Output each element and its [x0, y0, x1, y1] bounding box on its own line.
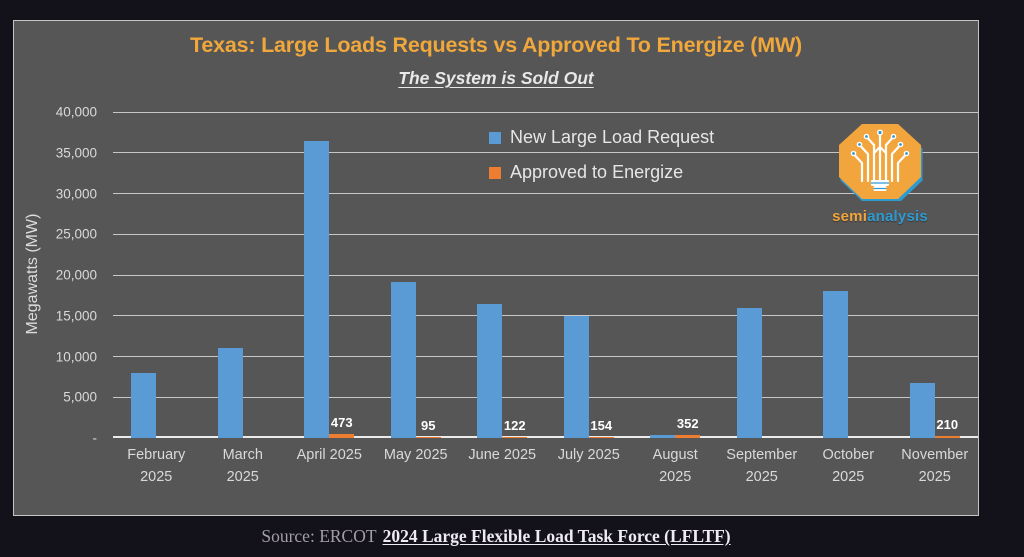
source-link[interactable]: 2024 Large Flexible Load Task Force (LFL… — [382, 526, 731, 546]
legend-item-new-large-load-request: New Large Load Request — [489, 127, 714, 148]
bar-value-label: 210 — [936, 417, 959, 433]
logo-text-semi: semi — [832, 208, 868, 225]
x-axis-label-line: 2025 — [140, 468, 173, 485]
gridline — [113, 193, 978, 194]
bar-new-large-load-request — [477, 303, 503, 438]
legend-swatch-icon — [489, 166, 501, 179]
bar-approved-to-energize — [675, 435, 701, 438]
bar-approved-to-energize — [588, 436, 614, 438]
legend-swatch-icon — [489, 131, 501, 144]
x-axis-label: November 2025 — [882, 445, 989, 489]
bar-new-large-load-request — [217, 348, 243, 438]
y-axis-ticks: - 5,000 10,000 15,000 20,000 25,000 30,000 35,0… — [14, 105, 97, 446]
bar-new-large-load-request — [736, 307, 762, 438]
legend-label: Approved to Energize — [510, 162, 684, 182]
bar-value-label: 473 — [330, 415, 353, 431]
x-axis-label: February 2025 — [103, 445, 210, 489]
chart-card: Texas: Large Loads Requests vs Approved … — [13, 20, 979, 516]
x-axis-label: August 2025 — [622, 445, 729, 489]
x-axis-label-line: November — [901, 447, 969, 463]
bar-new-large-load-request — [650, 434, 676, 438]
y-tick-label: 5,000 — [63, 389, 97, 405]
x-axis-label-line: 2025 — [745, 468, 778, 485]
y-tick-label: 40,000 — [55, 104, 97, 120]
gridline — [113, 356, 978, 357]
x-axis-label-line: 2025 — [659, 468, 692, 485]
x-axis-label-line: October — [822, 447, 875, 463]
x-axis-label: April 2025 — [276, 445, 383, 467]
gridline — [113, 315, 978, 317]
chart-title: Texas: Large Loads Requests vs Approved … — [189, 33, 803, 57]
y-tick-label: 30,000 — [55, 186, 97, 201]
y-tick-label: 20,000 — [55, 267, 97, 283]
x-axis-label-line: March — [222, 447, 263, 463]
legend: New Large Load Request Approved to Energi… — [489, 127, 714, 197]
x-axis-label-line: February — [127, 447, 186, 463]
x-axis-label-line: June 2025 — [468, 447, 537, 463]
logo-wordmark: semianalysis — [824, 208, 936, 225]
x-axis-label-line: April 2025 — [296, 447, 362, 463]
x-axis-labels: February 2025 March 2025 April 2025 May 2025 J… — [113, 445, 978, 505]
x-axis-line — [113, 436, 978, 438]
bar-approved-to-energize — [934, 436, 960, 438]
x-axis-label-line: July 2025 — [557, 447, 620, 463]
bar-new-large-load-request — [131, 372, 157, 438]
semianalysis-logo: semianalysis — [824, 123, 936, 225]
bar-new-large-load-request — [909, 382, 935, 438]
bar-value-label: 154 — [590, 417, 613, 433]
gridline — [113, 111, 978, 113]
bar-new-large-load-request — [390, 281, 416, 438]
source-line: Source: ERCOT 2024 Large Flexible Load T… — [13, 516, 979, 557]
y-tick-label: 15,000 — [55, 308, 97, 324]
bar-value-label: 95 — [421, 417, 436, 433]
x-axis-label-line: 2025 — [918, 468, 951, 485]
bar-new-large-load-request — [563, 315, 589, 438]
x-axis-label: September 2025 — [709, 445, 816, 489]
x-axis-label-line: May 2025 — [383, 447, 448, 463]
x-axis-label: July 2025 — [536, 445, 643, 467]
x-axis-label: March 2025 — [190, 445, 297, 489]
x-axis-label-line: September — [726, 447, 798, 463]
legend-item-approved-to-energize: Approved to Energize — [489, 162, 714, 183]
bar-new-large-load-request — [823, 291, 849, 438]
y-tick-label: - — [92, 430, 98, 446]
gridline — [113, 274, 978, 276]
x-axis-label: May 2025 — [363, 445, 470, 467]
logo-text-analysis: analysis — [867, 208, 928, 225]
bar-new-large-load-request — [304, 140, 330, 438]
x-axis-label: June 2025 — [449, 445, 556, 467]
source-prefix: Source: ERCOT — [261, 526, 377, 546]
x-axis-label-line: 2025 — [832, 468, 865, 485]
gridline — [113, 396, 978, 398]
bar-approved-to-energize — [329, 434, 355, 438]
x-axis-label: October 2025 — [795, 445, 902, 489]
y-tick-label: 35,000 — [55, 145, 97, 161]
legend-label: New Large Load Request — [510, 127, 715, 147]
bar-value-label: 352 — [676, 416, 699, 432]
x-axis-label-line: August — [652, 447, 698, 463]
x-axis-label-line: 2025 — [226, 468, 259, 485]
logo-octagon-icon — [839, 124, 923, 203]
y-tick-label: 25,000 — [55, 226, 97, 242]
bar-approved-to-energize — [502, 436, 528, 438]
bar-value-label: 122 — [503, 417, 526, 433]
plot-area: 473 95 122 154 352 210 — [113, 111, 978, 438]
chart-subtitle: The System is Sold Out — [398, 68, 594, 88]
gridline — [113, 152, 978, 154]
gridline — [113, 233, 978, 235]
bar-approved-to-energize — [415, 436, 441, 438]
y-tick-label: 10,000 — [55, 349, 97, 364]
